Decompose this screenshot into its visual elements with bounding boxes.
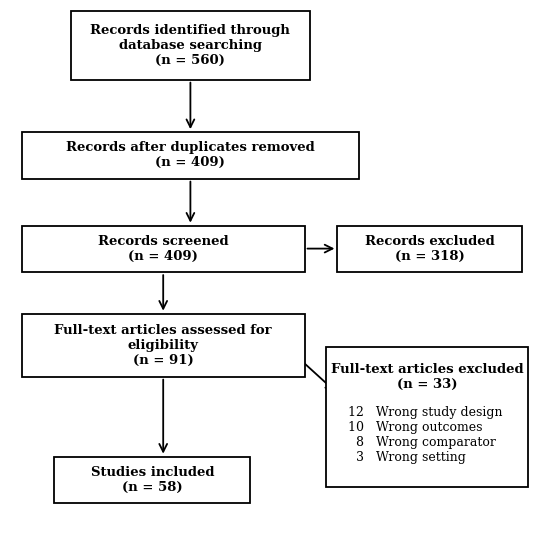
FancyBboxPatch shape (326, 346, 528, 487)
Text: Records after duplicates removed
(n = 409): Records after duplicates removed (n = 40… (66, 141, 315, 169)
FancyBboxPatch shape (22, 226, 305, 272)
Text: Full-text articles assessed for
eligibility
(n = 91): Full-text articles assessed for eligibil… (54, 323, 272, 367)
Text: Records screened
(n = 409): Records screened (n = 409) (98, 235, 228, 263)
Text: Studies included
(n = 58): Studies included (n = 58) (90, 466, 214, 494)
FancyBboxPatch shape (54, 456, 250, 503)
FancyBboxPatch shape (71, 11, 310, 80)
FancyBboxPatch shape (22, 314, 305, 377)
FancyBboxPatch shape (22, 132, 359, 179)
Text: Records excluded
(n = 318): Records excluded (n = 318) (365, 235, 494, 263)
Text: Records identified through
database searching
(n = 560): Records identified through database sear… (90, 24, 290, 67)
Text: Full-text articles excluded
(n = 33): Full-text articles excluded (n = 33) (331, 364, 523, 392)
FancyBboxPatch shape (337, 226, 522, 272)
Text: 12   Wrong study design
10   Wrong outcomes
  8   Wrong comparator
  3   Wrong s: 12 Wrong study design 10 Wrong outcomes … (348, 406, 503, 464)
